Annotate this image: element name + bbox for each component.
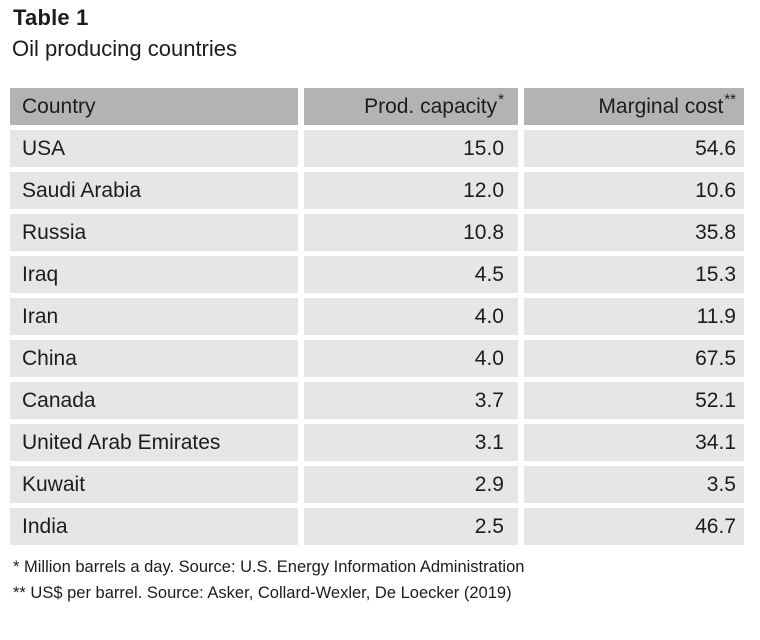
capacity-cell: 2.9 [304, 466, 518, 503]
capacity-cell: 2.5 [304, 508, 518, 545]
country-cell: China [10, 340, 298, 377]
capacity-cell: 4.5 [304, 256, 518, 293]
capacity-cell: 4.0 [304, 298, 518, 335]
cost-cell: 46.7 [524, 508, 744, 545]
cost-cell: 10.6 [524, 172, 744, 209]
cost-cell: 52.1 [524, 382, 744, 419]
capacity-cell: 4.0 [304, 340, 518, 377]
cost-cell: 34.1 [524, 424, 744, 461]
cost-cell: 54.6 [524, 130, 744, 167]
capacity-cell: 15.0 [304, 130, 518, 167]
country-cell: India [10, 508, 298, 545]
capacity-cell: 3.7 [304, 382, 518, 419]
table-footnotes: * Million barrels a day. Source: U.S. En… [13, 554, 524, 606]
footnote-cost-source: ** US$ per barrel. Source: Asker, Collar… [13, 584, 512, 602]
capacity-cell: 3.1 [304, 424, 518, 461]
footnote-capacity-source: * Million barrels a day. Source: U.S. En… [13, 558, 525, 576]
country-cell: Russia [10, 214, 298, 251]
country-cell: USA [10, 130, 298, 167]
country-cell: United Arab Emirates [10, 424, 298, 461]
cost-cell: 67.5 [524, 340, 744, 377]
country-cell: Canada [10, 382, 298, 419]
oil-producing-countries-table: Country Prod. capacity * Marginal cost ** … [10, 88, 744, 545]
country-cell: Saudi Arabia [10, 172, 298, 209]
country-cell: Kuwait [10, 466, 298, 503]
table-number-title: Table 1 [13, 5, 89, 30]
cost-cell: 3.5 [524, 466, 744, 503]
column-header-capacity-marker: * [498, 91, 504, 108]
column-header-capacity: Prod. capacity * [304, 88, 518, 125]
country-cell: Iran [10, 298, 298, 335]
table-caption: Oil producing countries [12, 36, 238, 61]
cost-cell: 11.9 [524, 298, 744, 335]
column-header-country: Country [10, 88, 298, 125]
column-header-country-label: Country [22, 94, 96, 118]
country-cell: Iraq [10, 256, 298, 293]
column-header-cost-label: Marginal cost [598, 94, 724, 118]
capacity-cell: 10.8 [304, 214, 518, 251]
cost-cell: 35.8 [524, 214, 744, 251]
column-header-cost-marker: ** [724, 91, 736, 108]
cost-cell: 15.3 [524, 256, 744, 293]
capacity-cell: 12.0 [304, 172, 518, 209]
column-header-cost: Marginal cost ** [524, 88, 744, 125]
column-header-capacity-label: Prod. capacity [364, 94, 498, 118]
